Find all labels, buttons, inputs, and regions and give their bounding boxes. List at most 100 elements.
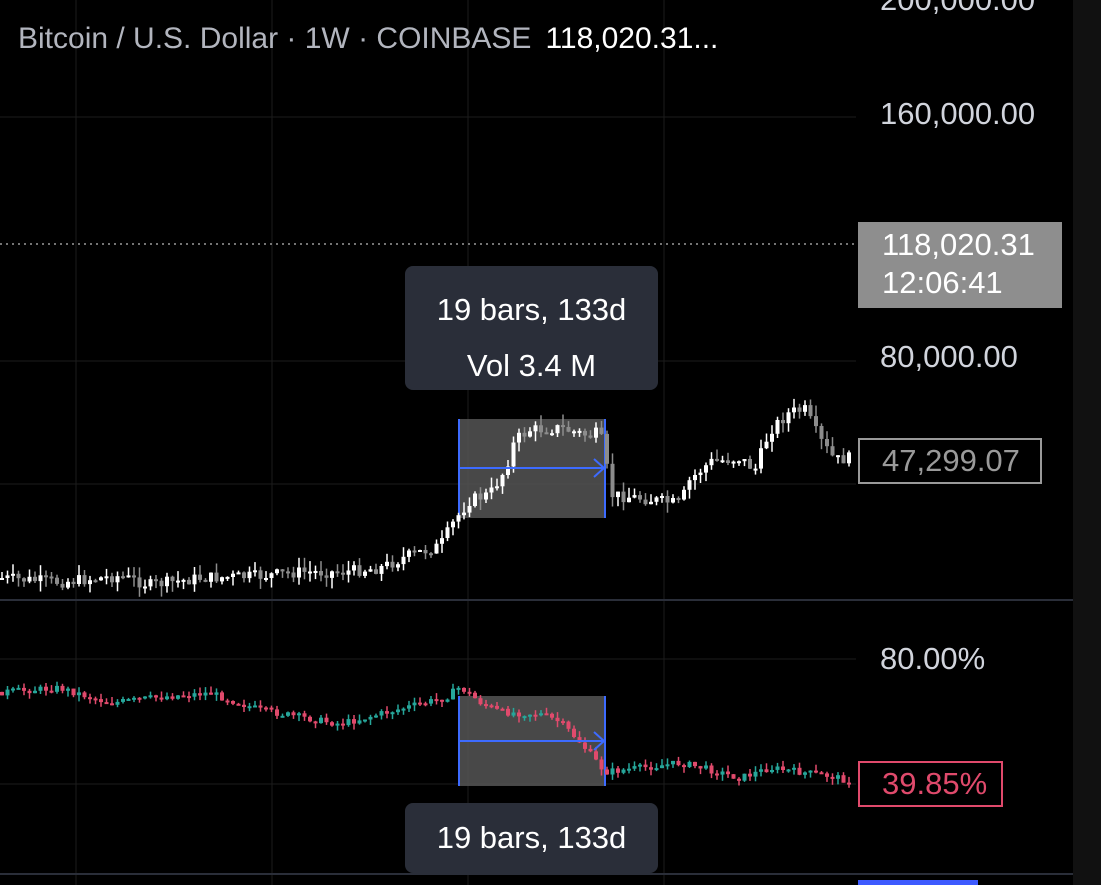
price-candles-body-73 xyxy=(401,556,406,565)
price-candles-body-77 xyxy=(423,550,428,554)
price-candles-body-25 xyxy=(137,577,142,588)
ind-candles-body-92 xyxy=(506,708,510,716)
ind-candles-body-107 xyxy=(588,748,593,752)
ind-candles-body-85 xyxy=(467,691,472,694)
price-candles-body-76 xyxy=(418,550,422,552)
price-candles-body-26 xyxy=(143,586,147,589)
price-candles-body-51 xyxy=(280,569,285,572)
ind-candles-body-134 xyxy=(737,778,741,781)
ind-candles-body-34 xyxy=(187,696,191,699)
measure-tooltip-bars: 19 bars, 133d xyxy=(436,292,627,327)
ind-candles-body-87 xyxy=(478,698,483,705)
ind-candles-body-45 xyxy=(247,706,252,709)
ind-candles-body-130 xyxy=(715,773,719,776)
ind-candles-body-12 xyxy=(66,688,70,691)
price-candles-body-23 xyxy=(126,575,131,578)
current-price-value: 118,020.31 xyxy=(882,227,1035,262)
ind-candles-body-95 xyxy=(522,716,527,719)
price-candles-body-126 xyxy=(693,475,697,481)
ind-candles-body-69 xyxy=(379,711,384,716)
price-candles-body-79 xyxy=(434,543,439,554)
ind-candles-body-9 xyxy=(49,690,54,693)
ind-candles-body-78 xyxy=(429,699,433,704)
price-candles-body-60 xyxy=(330,571,334,578)
ind-candles-body-77 xyxy=(423,703,428,706)
price-candles-body-100 xyxy=(550,433,554,436)
ind-candles-body-122 xyxy=(671,760,675,765)
ind-candles-body-56 xyxy=(308,716,312,722)
ind-candles-body-7 xyxy=(38,686,43,691)
ind-candles-body-141 xyxy=(775,766,780,770)
ind-candles-body-67 xyxy=(368,716,373,720)
price-candles-body-123 xyxy=(676,498,681,500)
ind-candles-body-121 xyxy=(665,764,670,767)
ind-candles-body-50 xyxy=(275,709,279,716)
ind-candles-body-32 xyxy=(176,695,180,699)
price-candles-body-91 xyxy=(500,475,505,487)
price-candles-body-154 xyxy=(847,452,851,464)
grid xyxy=(0,0,856,885)
ind-candles-body-103 xyxy=(566,721,571,729)
price-candles-body-29 xyxy=(159,580,164,587)
ind-candles-body-44 xyxy=(242,704,246,707)
price-candles-body-122 xyxy=(671,498,675,503)
ind-candles-body-15 xyxy=(82,692,87,698)
price-candles-body-45 xyxy=(247,571,252,579)
price-candles-body-48 xyxy=(264,578,268,580)
price-candles-body-149 xyxy=(819,426,824,439)
ind-candles-body-68 xyxy=(374,715,378,718)
ind-candles-body-22 xyxy=(121,699,125,702)
ind-candles-body-119 xyxy=(654,768,659,771)
price-candles-body-28 xyxy=(154,579,158,582)
price-candles-body-55 xyxy=(302,567,307,572)
ind-candles-body-108 xyxy=(594,751,598,760)
price-candles-body-6 xyxy=(33,576,37,582)
ind-candles-body-20 xyxy=(110,703,114,706)
price-candles-body-63 xyxy=(346,570,351,575)
right-scrollbar[interactable] xyxy=(1073,0,1101,885)
ind-candles-body-138 xyxy=(759,769,763,772)
price-candles-body-129 xyxy=(709,458,714,466)
price-candles-body-144 xyxy=(792,407,796,413)
price-candles-body-151 xyxy=(830,446,835,456)
ind-candles-body-139 xyxy=(764,769,769,773)
price-candles-body-72 xyxy=(396,564,400,568)
price-candles-body-62 xyxy=(341,572,345,575)
ind-candles-body-127 xyxy=(698,766,703,769)
price-candles-body-36 xyxy=(198,574,202,580)
price-candles-body-136 xyxy=(748,459,752,469)
ind-candles-body-23 xyxy=(126,699,131,701)
price-candles-body-128 xyxy=(704,465,708,473)
ind-candles-body-26 xyxy=(143,696,147,699)
ind-candles-body-99 xyxy=(544,713,549,716)
price-candles-body-3 xyxy=(16,573,21,579)
price-candles-body-17 xyxy=(93,580,98,583)
ind-candles-body-27 xyxy=(148,695,153,698)
price-candles-body-27 xyxy=(148,579,153,587)
ind-candles-body-115 xyxy=(632,766,637,769)
ind-candles-body-91 xyxy=(500,708,505,711)
price-candles-body-141 xyxy=(775,420,780,434)
ind-candles-body-16 xyxy=(88,697,92,700)
price-candles-body-52 xyxy=(286,571,290,574)
ind-candles-body-123 xyxy=(676,760,681,766)
ind-candles-body-100 xyxy=(550,713,554,718)
ind-candles-body-10 xyxy=(55,685,59,692)
price-candles-body-66 xyxy=(363,571,367,576)
price-candles-body-2 xyxy=(11,573,15,576)
price-candles-body-124 xyxy=(682,489,686,500)
ind-candles-body-79 xyxy=(434,699,439,702)
ind-candles-body-150 xyxy=(825,773,829,777)
price-candles-body-46 xyxy=(253,570,257,573)
price-candles-body-117 xyxy=(643,499,648,505)
ind-candles-body-36 xyxy=(198,693,202,696)
ind-candles-body-104 xyxy=(572,728,576,737)
price-candles-body-116 xyxy=(638,495,642,500)
symbol-title[interactable]: Bitcoin / U.S. Dollar · 1W · COINBASE 118… xyxy=(18,22,718,56)
axis-selection-marker xyxy=(858,880,978,885)
ind-candles-body-132 xyxy=(726,771,730,775)
ind-candles-body-41 xyxy=(225,700,230,703)
price-candles-body-32 xyxy=(176,580,180,583)
ind-candles-body-11 xyxy=(60,685,65,691)
